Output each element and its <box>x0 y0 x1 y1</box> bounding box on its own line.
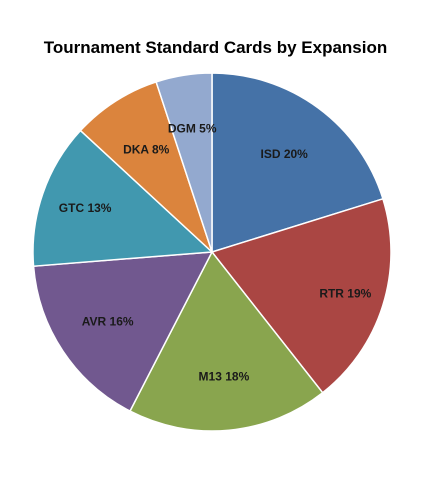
slice-label-dgm: DGM 5% <box>168 121 217 135</box>
pie-slice-avr <box>32 251 214 413</box>
slice-label-dka: DKA 8% <box>123 143 170 157</box>
pie-slice-gtc <box>32 129 214 267</box>
chart-title: Tournament Standard Cards by Expansion <box>43 38 388 57</box>
slice-label-isd: ISD 20% <box>260 147 308 161</box>
slice-label-avr: AVR 16% <box>82 314 134 328</box>
pie-slice-m13 <box>128 250 324 432</box>
pie-slice-rtr <box>210 197 392 394</box>
slice-label-rtr: RTR 19% <box>319 286 371 300</box>
pie-slice-isd <box>211 72 384 254</box>
slice-label-gtc: GTC 13% <box>59 201 112 215</box>
pie-slice-dgm <box>155 72 213 253</box>
pie-slice-dka <box>79 80 214 255</box>
slice-label-m13: M13 18% <box>199 370 250 384</box>
